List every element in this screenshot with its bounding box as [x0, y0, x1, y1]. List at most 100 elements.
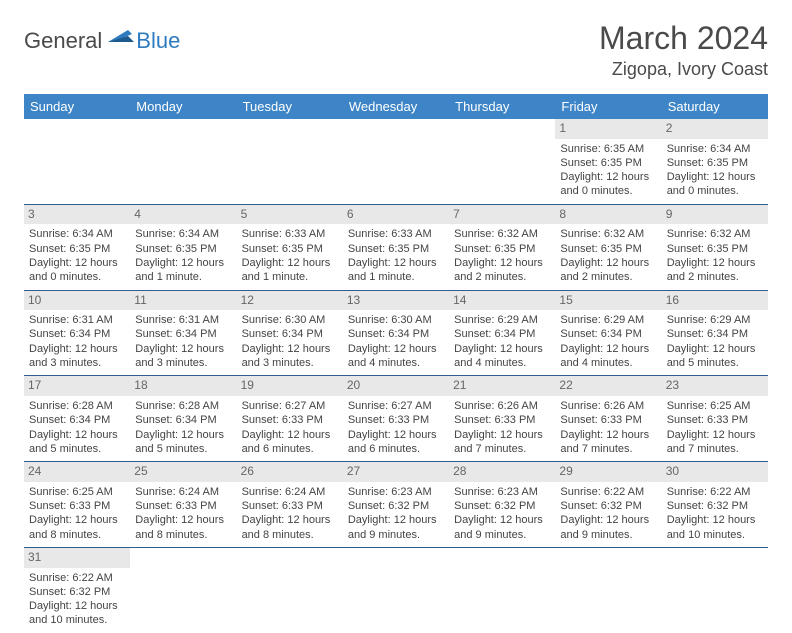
- daylight-line: Daylight: 12 hours and 3 minutes.: [242, 342, 338, 371]
- calendar-cell: 16Sunrise: 6:29 AMSunset: 6:34 PMDayligh…: [662, 290, 768, 376]
- sunset-line: Sunset: 6:34 PM: [135, 413, 231, 427]
- day-number: 16: [662, 291, 768, 311]
- sunrise-line: Sunrise: 6:33 AM: [348, 227, 444, 241]
- daylight-line: Daylight: 12 hours and 2 minutes.: [667, 256, 763, 285]
- sunrise-line: Sunrise: 6:22 AM: [29, 571, 125, 585]
- daylight-line: Daylight: 12 hours and 7 minutes.: [667, 428, 763, 457]
- daylight-line: Daylight: 12 hours and 9 minutes.: [454, 513, 550, 542]
- weekday-header: Monday: [130, 94, 236, 119]
- sunrise-line: Sunrise: 6:32 AM: [667, 227, 763, 241]
- sunrise-line: Sunrise: 6:29 AM: [667, 313, 763, 327]
- sunset-line: Sunset: 6:33 PM: [242, 499, 338, 513]
- daylight-line: Daylight: 12 hours and 8 minutes.: [135, 513, 231, 542]
- calendar-cell: 25Sunrise: 6:24 AMSunset: 6:33 PMDayligh…: [130, 462, 236, 548]
- calendar-cell: 30Sunrise: 6:22 AMSunset: 6:32 PMDayligh…: [662, 462, 768, 548]
- logo: General Blue: [24, 28, 180, 54]
- calendar-cell: 2Sunrise: 6:34 AMSunset: 6:35 PMDaylight…: [662, 119, 768, 204]
- weekday-header: Sunday: [24, 94, 130, 119]
- calendar-cell: 1Sunrise: 6:35 AMSunset: 6:35 PMDaylight…: [555, 119, 661, 204]
- sunset-line: Sunset: 6:32 PM: [29, 585, 125, 599]
- logo-flag-icon: [108, 28, 134, 49]
- sunset-line: Sunset: 6:35 PM: [29, 242, 125, 256]
- day-number: 27: [343, 462, 449, 482]
- day-number: 4: [130, 205, 236, 225]
- day-number: 19: [237, 376, 343, 396]
- day-number: 5: [237, 205, 343, 225]
- day-number: 6: [343, 205, 449, 225]
- calendar-cell: 12Sunrise: 6:30 AMSunset: 6:34 PMDayligh…: [237, 290, 343, 376]
- day-number: 9: [662, 205, 768, 225]
- day-number: 18: [130, 376, 236, 396]
- sunrise-line: Sunrise: 6:32 AM: [560, 227, 656, 241]
- daylight-line: Daylight: 12 hours and 6 minutes.: [348, 428, 444, 457]
- logo-text-general: General: [24, 28, 102, 54]
- sunset-line: Sunset: 6:32 PM: [667, 499, 763, 513]
- sunset-line: Sunset: 6:33 PM: [242, 413, 338, 427]
- month-title: March 2024: [599, 20, 768, 57]
- daylight-line: Daylight: 12 hours and 0 minutes.: [29, 256, 125, 285]
- calendar-cell: 20Sunrise: 6:27 AMSunset: 6:33 PMDayligh…: [343, 376, 449, 462]
- calendar-cell: 9Sunrise: 6:32 AMSunset: 6:35 PMDaylight…: [662, 204, 768, 290]
- logo-text-blue: Blue: [136, 28, 180, 54]
- weekday-header: Wednesday: [343, 94, 449, 119]
- day-number: 7: [449, 205, 555, 225]
- sunrise-line: Sunrise: 6:22 AM: [667, 485, 763, 499]
- day-number: 22: [555, 376, 661, 396]
- sunset-line: Sunset: 6:34 PM: [560, 327, 656, 341]
- sunrise-line: Sunrise: 6:29 AM: [560, 313, 656, 327]
- weekday-header: Thursday: [449, 94, 555, 119]
- sunset-line: Sunset: 6:35 PM: [560, 156, 656, 170]
- sunrise-line: Sunrise: 6:25 AM: [29, 485, 125, 499]
- calendar-cell: 4Sunrise: 6:34 AMSunset: 6:35 PMDaylight…: [130, 204, 236, 290]
- sunrise-line: Sunrise: 6:28 AM: [29, 399, 125, 413]
- sunset-line: Sunset: 6:35 PM: [242, 242, 338, 256]
- calendar-cell: 15Sunrise: 6:29 AMSunset: 6:34 PMDayligh…: [555, 290, 661, 376]
- daylight-line: Daylight: 12 hours and 4 minutes.: [560, 342, 656, 371]
- calendar-cell-empty: [237, 547, 343, 632]
- sunrise-line: Sunrise: 6:31 AM: [135, 313, 231, 327]
- sunrise-line: Sunrise: 6:22 AM: [560, 485, 656, 499]
- daylight-line: Daylight: 12 hours and 7 minutes.: [454, 428, 550, 457]
- calendar-cell: 6Sunrise: 6:33 AMSunset: 6:35 PMDaylight…: [343, 204, 449, 290]
- day-number: 24: [24, 462, 130, 482]
- sunset-line: Sunset: 6:34 PM: [29, 327, 125, 341]
- sunset-line: Sunset: 6:35 PM: [560, 242, 656, 256]
- calendar-cell: 11Sunrise: 6:31 AMSunset: 6:34 PMDayligh…: [130, 290, 236, 376]
- calendar-cell-empty: [343, 119, 449, 204]
- daylight-line: Daylight: 12 hours and 1 minute.: [348, 256, 444, 285]
- sunset-line: Sunset: 6:35 PM: [667, 156, 763, 170]
- day-number: 3: [24, 205, 130, 225]
- sunrise-line: Sunrise: 6:34 AM: [29, 227, 125, 241]
- title-block: March 2024 Zigopa, Ivory Coast: [599, 20, 768, 80]
- calendar-cell: 5Sunrise: 6:33 AMSunset: 6:35 PMDaylight…: [237, 204, 343, 290]
- sunset-line: Sunset: 6:33 PM: [454, 413, 550, 427]
- sunset-line: Sunset: 6:32 PM: [560, 499, 656, 513]
- sunset-line: Sunset: 6:34 PM: [29, 413, 125, 427]
- calendar-cell: 7Sunrise: 6:32 AMSunset: 6:35 PMDaylight…: [449, 204, 555, 290]
- day-number: 14: [449, 291, 555, 311]
- sunrise-line: Sunrise: 6:34 AM: [667, 142, 763, 156]
- sunrise-line: Sunrise: 6:30 AM: [348, 313, 444, 327]
- day-number: 25: [130, 462, 236, 482]
- calendar-cell: 17Sunrise: 6:28 AMSunset: 6:34 PMDayligh…: [24, 376, 130, 462]
- day-number: 30: [662, 462, 768, 482]
- day-number: 29: [555, 462, 661, 482]
- weekday-header: Friday: [555, 94, 661, 119]
- location: Zigopa, Ivory Coast: [599, 59, 768, 80]
- header: General Blue March 2024 Zigopa, Ivory Co…: [24, 20, 768, 80]
- sunrise-line: Sunrise: 6:27 AM: [348, 399, 444, 413]
- day-number: 31: [24, 548, 130, 568]
- daylight-line: Daylight: 12 hours and 6 minutes.: [242, 428, 338, 457]
- sunset-line: Sunset: 6:34 PM: [348, 327, 444, 341]
- sunset-line: Sunset: 6:33 PM: [135, 499, 231, 513]
- daylight-line: Daylight: 12 hours and 3 minutes.: [135, 342, 231, 371]
- daylight-line: Daylight: 12 hours and 9 minutes.: [560, 513, 656, 542]
- calendar-cell: 10Sunrise: 6:31 AMSunset: 6:34 PMDayligh…: [24, 290, 130, 376]
- calendar-cell-empty: [449, 119, 555, 204]
- sunset-line: Sunset: 6:35 PM: [454, 242, 550, 256]
- daylight-line: Daylight: 12 hours and 3 minutes.: [29, 342, 125, 371]
- day-number: 21: [449, 376, 555, 396]
- calendar-header-row: SundayMondayTuesdayWednesdayThursdayFrid…: [24, 94, 768, 119]
- day-number: 1: [555, 119, 661, 139]
- weekday-header: Tuesday: [237, 94, 343, 119]
